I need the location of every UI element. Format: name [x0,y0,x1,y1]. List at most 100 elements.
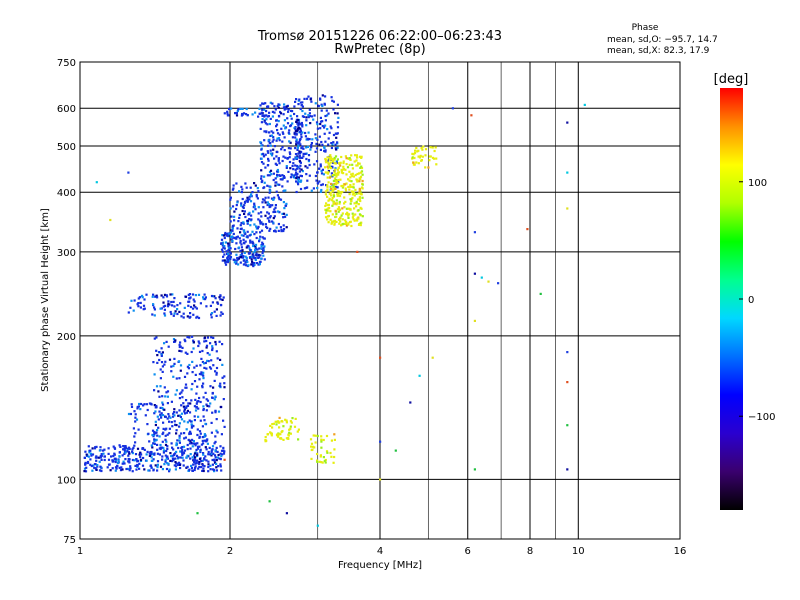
data-point [355,154,358,157]
data-point [174,393,177,396]
data-point [277,106,280,109]
data-point [254,247,257,250]
data-point [280,420,283,423]
data-point [335,136,338,139]
data-point [359,224,362,227]
data-point [161,468,164,471]
data-point [263,139,266,142]
y-tick-label: 400 [57,188,76,199]
data-point [238,213,241,217]
data-point [324,461,327,464]
data-point [84,462,87,465]
data-point [187,367,190,370]
data-point [251,240,254,243]
data-point [203,465,206,468]
data-point [281,159,284,163]
data-point [298,127,301,130]
data-point [487,280,490,283]
data-point [294,100,297,103]
data-point [424,166,427,169]
data-point [148,452,151,455]
data-point [192,442,195,445]
data-point [295,133,298,136]
data-point [178,425,181,428]
data-point [269,431,272,434]
data-point [271,140,274,143]
data-point [215,466,218,469]
data-point [212,452,215,455]
data-point [331,99,334,102]
data-point [95,459,98,462]
data-point [306,166,309,169]
data-point [316,452,319,456]
data-point [327,167,330,170]
data-point [231,229,234,232]
data-point [298,167,301,170]
data-point [184,436,187,439]
data-point [304,152,307,155]
data-point [324,119,327,122]
data-point [424,148,428,151]
data-point [229,198,232,201]
data-point [169,459,172,462]
data-point [246,200,249,203]
data-point [270,154,274,157]
data-point [214,456,217,459]
data-point [194,373,197,376]
data-point [416,150,419,153]
data-point [162,305,165,308]
data-point [211,348,214,352]
data-point [290,421,293,424]
data-point [131,448,134,451]
data-point [241,113,244,116]
data-point [239,241,242,244]
y-tick-label: 200 [57,332,76,343]
data-point [178,414,181,417]
data-point [223,450,226,453]
data-point [326,215,330,218]
data-point [194,398,197,401]
data-point [111,459,114,462]
data-point [227,252,230,255]
data-point [343,206,346,209]
data-point [226,112,229,115]
data-point [320,461,323,464]
data-point [328,176,331,179]
data-point [186,372,189,375]
data-point [151,446,154,449]
data-point [178,343,181,346]
data-point [361,215,364,218]
data-point [341,212,344,215]
data-point [177,456,180,459]
data-point [186,352,189,355]
data-point [320,169,323,173]
data-point [166,447,169,450]
data-point [270,130,273,133]
data-point [298,154,301,158]
data-point [125,446,128,450]
data-point [355,200,358,203]
data-point [252,206,255,209]
data-point [339,220,342,223]
data-point [269,169,273,172]
data-point [334,167,337,170]
data-point [352,191,356,195]
data-point [356,172,359,176]
data-point [228,107,231,111]
data-point [153,440,156,443]
data-point [299,123,302,126]
data-point [183,410,186,413]
data-point [327,199,330,202]
data-point [266,433,269,436]
data-point [223,236,226,240]
data-point [283,207,286,210]
data-point [201,386,204,389]
data-point [280,228,283,231]
data-point [257,256,260,259]
data-point [206,404,209,408]
data-point [333,438,336,441]
data-point [326,451,329,454]
data-point [260,161,264,164]
data-point [237,263,240,266]
data-point [265,114,268,117]
